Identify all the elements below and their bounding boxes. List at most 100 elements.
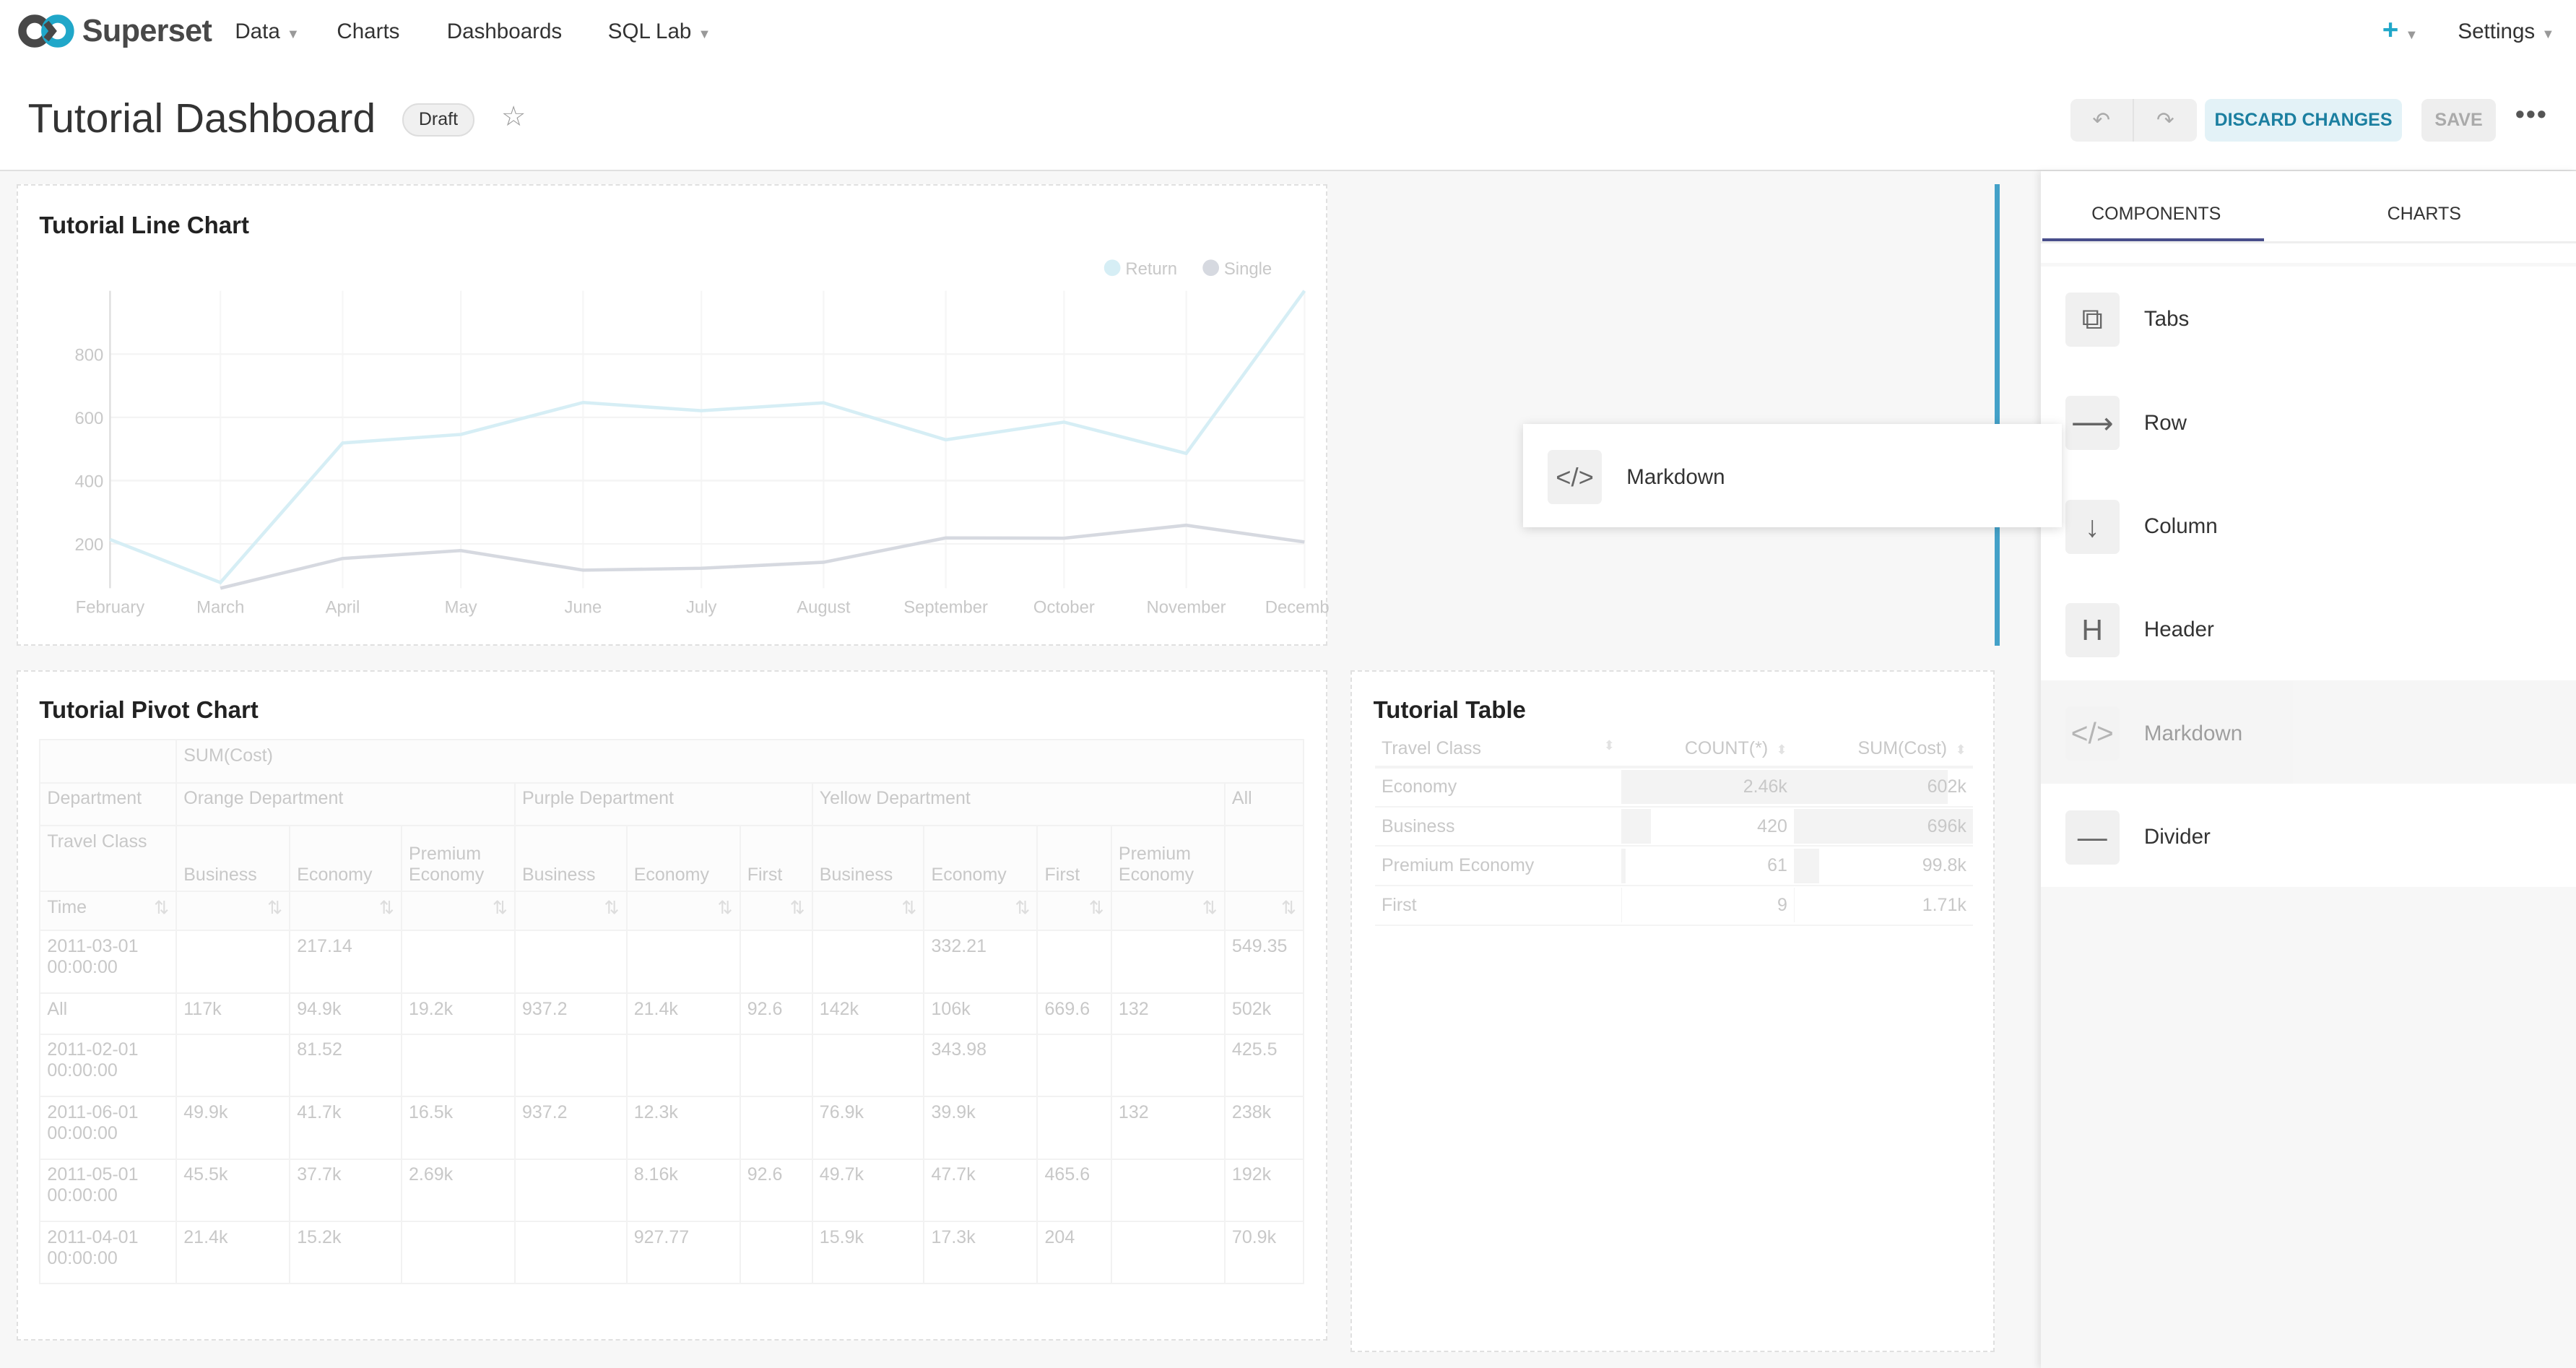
menu-dashboards[interactable]: Dashboards (447, 20, 562, 44)
menu-data[interactable]: Data ▼ (235, 20, 300, 44)
sort-icon[interactable]: ⇅ (1036, 890, 1112, 932)
component-label: Header (2143, 618, 2214, 642)
pivot-cell: 106k (923, 992, 1038, 1035)
y-tick-label: 400 (74, 472, 103, 491)
sort-icon[interactable]: ⇅ (400, 890, 516, 932)
legend-marker[interactable] (1202, 259, 1219, 276)
component-label: Tabs (2143, 307, 2190, 332)
class-header: Economy (625, 824, 741, 892)
pivot-cell: 94.9k (289, 992, 402, 1035)
sort-icon[interactable]: ⇅ (513, 890, 628, 932)
line-chart-card[interactable]: Tutorial Line Chart February March April Ma… (16, 183, 1329, 647)
sort-icon[interactable]: ⇅ (739, 890, 813, 932)
time-header[interactable]: Time ⇅ (39, 890, 178, 932)
pivot-cell (1036, 1096, 1112, 1160)
menu-settings[interactable]: Settings ▼ (2458, 20, 2554, 44)
pivot-header-row: Travel Class Business Economy Premium Econo… (39, 824, 1305, 892)
discard-changes-button[interactable]: DISCARD CHANGES (2205, 98, 2403, 142)
component-label: Markdown (2143, 721, 2243, 745)
sort-icon[interactable]: ⬍ (1955, 742, 1966, 757)
x-tick-label: March (196, 597, 244, 617)
divider (2040, 241, 2576, 243)
pivot-cell: 8.16k (625, 1158, 741, 1222)
menu-charts[interactable]: Charts (337, 20, 399, 44)
sort-icon[interactable]: ⇅ (1110, 890, 1226, 932)
series-line-single (220, 525, 1304, 588)
pivot-header-row: SUM(Cost) (39, 739, 1305, 784)
cell-value: 696k (1927, 815, 1966, 836)
pivot-cell (400, 1033, 516, 1098)
component-label: Column (2143, 514, 2218, 539)
builder-sidebar: COMPONENTS CHARTS ⧉ Tabs ⟶ Row ↓ Column H Heade… (2040, 170, 2576, 1368)
page-title[interactable]: Tutorial Dashboard (27, 95, 376, 142)
row-header: All (39, 992, 178, 1035)
sort-icon[interactable]: ⬍ (1603, 737, 1616, 753)
caret-down-icon: ▼ (2541, 27, 2555, 42)
dept-header: Orange Department (175, 782, 516, 826)
redo-icon[interactable]: ↷ (2133, 98, 2197, 142)
table-card[interactable]: Tutorial Table Travel Class ⬍ COUNT(*) ⬍ S… (1350, 670, 1995, 1353)
sort-icon[interactable]: ⇅ (923, 890, 1038, 932)
pivot-cell: 15.9k (811, 1220, 925, 1285)
component-tabs[interactable]: ⧉ Tabs (2040, 266, 2576, 370)
metric-header: SUM(Cost) (175, 739, 1305, 784)
table-header-row: Travel Class ⬍ COUNT(*) ⬍ SUM(Cost) ⬍ (1374, 731, 1973, 769)
sort-icon[interactable]: ⇅ (175, 890, 291, 932)
arrow-right-icon: ⟶ (2065, 396, 2120, 451)
sum-cell: 99.8k (1794, 846, 1973, 886)
tab-components[interactable]: COMPONENTS (2091, 204, 2221, 225)
pivot-chart-card[interactable]: Tutorial Pivot Chart SUM(Cost) Department… (16, 670, 1328, 1341)
row-header: 2011-06-01 00:00:00 (39, 1096, 178, 1160)
sort-icon[interactable]: ⇅ (1223, 890, 1305, 932)
superset-logo[interactable]: Superset (17, 13, 212, 49)
pivot-cell (1110, 1220, 1226, 1285)
chart-title: Tutorial Pivot Chart (39, 696, 259, 724)
value-bar (1621, 848, 1626, 883)
table-row: Economy 2.46k 602k (1374, 767, 1973, 808)
more-options-icon[interactable]: ••• (2515, 98, 2549, 129)
pivot-cell (39, 739, 178, 784)
dragging-markdown-ghost[interactable]: </> Markdown (1522, 423, 2063, 528)
sort-icon[interactable]: ⇅ (811, 890, 925, 932)
legend-marker[interactable] (1104, 259, 1121, 276)
pivot-cell (739, 1096, 813, 1160)
save-button[interactable]: SAVE (2421, 98, 2496, 142)
pivot-cell: 425.5 (1223, 1033, 1305, 1098)
component-markdown[interactable]: </> Markdown (2040, 680, 2576, 784)
component-header[interactable]: H Header (2040, 576, 2576, 680)
sort-icon[interactable]: ⇅ (625, 890, 741, 932)
code-icon: </> (1548, 450, 1603, 505)
pivot-cell (1110, 1158, 1226, 1222)
column-header[interactable]: Travel Class ⬍ (1374, 731, 1622, 769)
table-row: 2011-05-01 00:00:00 45.5k 37.7k 2.69k 8.16k 9… (39, 1158, 1305, 1222)
legend-label[interactable]: Single (1224, 259, 1272, 279)
column-header[interactable]: COUNT(*) ⬍ (1621, 731, 1795, 769)
data-table: Travel Class ⬍ COUNT(*) ⬍ SUM(Cost) ⬍ Econo… (1374, 731, 1973, 926)
pivot-cell (739, 1033, 813, 1098)
cell-value: 420 (1757, 815, 1787, 836)
component-column[interactable]: ↓ Column (2040, 473, 2576, 577)
component-label: Row (2143, 410, 2187, 435)
sort-icon[interactable]: ⇅ (154, 897, 170, 918)
component-row[interactable]: ⟶ Row (2040, 369, 2576, 474)
pivot-cell: 47.7k (923, 1158, 1038, 1222)
column-header[interactable]: SUM(Cost) ⬍ (1794, 731, 1973, 769)
line-chart: February March April May June July August Septe… (18, 186, 1329, 647)
arrow-down-icon: ↓ (2065, 499, 2120, 554)
component-divider[interactable]: — Divider (2040, 784, 2576, 888)
legend-label[interactable]: Return (1125, 259, 1177, 279)
class-label: Travel Class (39, 824, 178, 892)
pivot-cell: 92.6 (739, 992, 813, 1035)
tab-charts[interactable]: CHARTS (2387, 204, 2461, 225)
plus-icon[interactable]: + ▼ (2382, 14, 2419, 46)
menu-sql-lab[interactable]: SQL Lab ▼ (608, 20, 711, 44)
undo-icon[interactable]: ↶ (2092, 108, 2111, 132)
x-tick-label: November (1146, 597, 1226, 617)
star-icon[interactable]: ☆ (500, 100, 526, 132)
status-badge: Draft (402, 103, 474, 137)
sort-icon[interactable]: ⬍ (1776, 742, 1787, 757)
sort-icon[interactable]: ⇅ (289, 890, 402, 932)
ghost-label: Markdown (1626, 464, 1725, 489)
pivot-cell: 343.98 (923, 1033, 1038, 1098)
